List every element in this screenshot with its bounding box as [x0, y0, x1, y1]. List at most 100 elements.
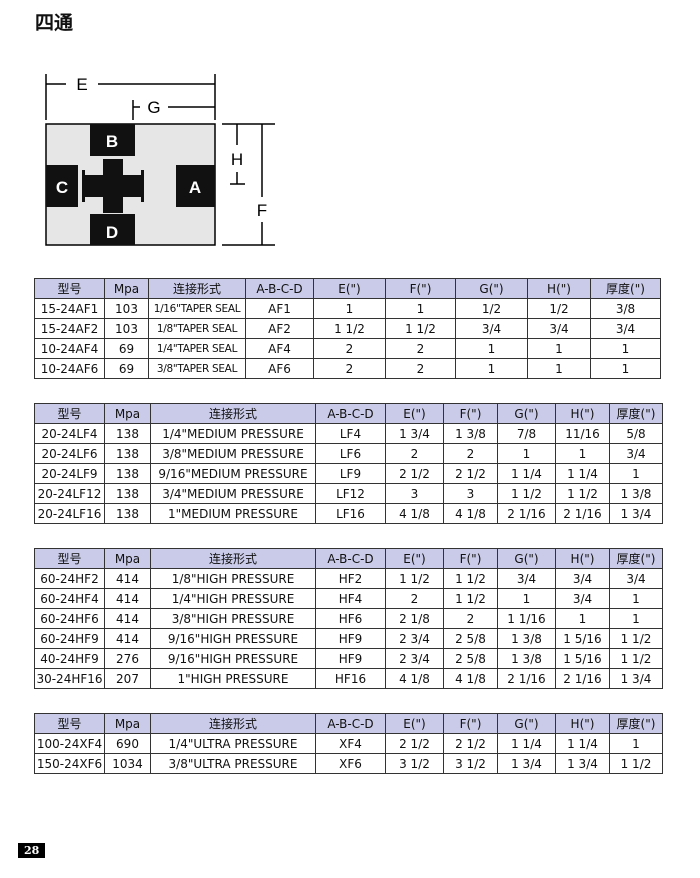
- table-cell: 276: [104, 648, 151, 669]
- table-cell: 1 3/4: [609, 503, 663, 524]
- table-cell: 3/4: [497, 568, 556, 589]
- column-header: Mpa: [104, 278, 149, 299]
- table-row: 150-24XF6 1034 3/8"ULTRA PRESSURE XF6 3 1/2 3…: [34, 753, 663, 774]
- column-header: 型号: [34, 278, 105, 299]
- table-cell: 1 3/4: [609, 668, 663, 689]
- table-cell: 1"HIGH PRESSURE: [150, 668, 316, 689]
- table-cell: 150-24XF6: [34, 753, 105, 774]
- table-cell: 3 1/2: [385, 753, 444, 774]
- column-header: Mpa: [104, 403, 151, 424]
- table-cell: 3: [443, 483, 498, 504]
- table-cell: 1 1/2: [385, 318, 456, 339]
- table-header-row: 型号 Mpa 连接形式 A-B-C-D E(") F(") G(") H(") 厚度("): [34, 713, 663, 734]
- table-cell: AF4: [245, 338, 314, 359]
- table-cell: 1 1/2: [609, 648, 663, 669]
- table-cell: 1: [497, 588, 556, 609]
- page-number: 28: [18, 843, 46, 858]
- table-cell: 20-24LF12: [34, 483, 105, 504]
- table-cell: 9/16"HIGH PRESSURE: [150, 628, 316, 649]
- column-header: F("): [385, 278, 456, 299]
- table-cell: 138: [104, 443, 151, 464]
- table-cell: 2 5/8: [443, 628, 498, 649]
- table-cell: XF4: [315, 733, 386, 754]
- table-cell: 2: [385, 358, 456, 379]
- table-cell: HF2: [315, 568, 386, 589]
- column-header: 连接形式: [148, 278, 246, 299]
- column-header: A-B-C-D: [315, 713, 386, 734]
- table-row: 20-24LF9 138 9/16"MEDIUM PRESSURE LF9 2 1/2 2…: [34, 463, 663, 484]
- table-cell: 2 5/8: [443, 648, 498, 669]
- table-row: 20-24LF12 138 3/4"MEDIUM PRESSURE LF12 3 3 1 1…: [34, 483, 663, 504]
- table-cell: 1 1/2: [555, 483, 610, 504]
- column-header: A-B-C-D: [245, 278, 314, 299]
- table-cell: 69: [104, 338, 149, 359]
- table-cell: 1/2: [527, 298, 591, 319]
- table-cell: 1 1/2: [609, 753, 663, 774]
- table-cell: 2: [313, 338, 386, 359]
- table-cell: 3/4: [455, 318, 528, 339]
- table-cell: 138: [104, 503, 151, 524]
- table-header-row: 型号 Mpa 连接形式 A-B-C-D E(") F(") G(") H(") 厚度("): [34, 548, 663, 569]
- column-header: Mpa: [104, 548, 151, 569]
- table-cell: 1: [455, 338, 528, 359]
- dimension-label-h: H: [231, 150, 243, 169]
- column-header: 连接形式: [150, 403, 316, 424]
- table-cell: 2: [385, 443, 444, 464]
- table-cell: 20-24LF6: [34, 443, 105, 464]
- table-cell: 3/4: [555, 588, 610, 609]
- table-cell: 2: [443, 443, 498, 464]
- column-header: 型号: [34, 548, 105, 569]
- table-cell: AF2: [245, 318, 314, 339]
- table-cell: 414: [104, 588, 151, 609]
- table-cell: 1/4"ULTRA PRESSURE: [150, 733, 316, 754]
- table-cell: 1 3/8: [443, 423, 498, 444]
- table-cell: 2: [313, 358, 386, 379]
- column-header: F("): [443, 713, 498, 734]
- table-cell: 10-24AF4: [34, 338, 105, 359]
- table-cell: 60-24HF9: [34, 628, 105, 649]
- table-cell: 138: [104, 463, 151, 484]
- table-cell: 1/4"TAPER SEAL: [148, 338, 246, 359]
- table-cell: 1: [385, 298, 456, 319]
- table-cell: 1 3/8: [497, 628, 556, 649]
- table-cell: 1: [497, 443, 556, 464]
- table-cell: 2 1/2: [443, 733, 498, 754]
- table-cell: 1034: [104, 753, 151, 774]
- table-cell: 1 3/8: [497, 648, 556, 669]
- table-cell: 414: [104, 608, 151, 629]
- table-cell: 3/8"HIGH PRESSURE: [150, 608, 316, 629]
- table-cell: 1"MEDIUM PRESSURE: [150, 503, 316, 524]
- table-cell: 3: [385, 483, 444, 504]
- column-header: 厚度("): [609, 713, 663, 734]
- table-cell: 15-24AF1: [34, 298, 105, 319]
- port-label-d: D: [106, 223, 118, 242]
- table-header-row: 型号 Mpa 连接形式 A-B-C-D E(") F(") G(") H(") 厚度("): [34, 278, 661, 299]
- table-row: 15-24AF2 103 1/8"TAPER SEAL AF2 1 1/2 1 1/2 3/…: [34, 318, 661, 339]
- column-header: 厚度("): [609, 548, 663, 569]
- table-cell: 1 1/2: [385, 568, 444, 589]
- table-cell: 1 1/2: [443, 568, 498, 589]
- table-cell: 1 5/16: [555, 628, 610, 649]
- table-cell: 207: [104, 668, 151, 689]
- table-cell: 9/16"MEDIUM PRESSURE: [150, 463, 316, 484]
- table-cell: 138: [104, 483, 151, 504]
- table-cell: 11/16: [555, 423, 610, 444]
- table-cell: 1: [590, 358, 661, 379]
- table-cell: 3/4: [609, 568, 663, 589]
- table-cell: LF16: [315, 503, 386, 524]
- table-cell: 414: [104, 568, 151, 589]
- table-cell: 2 3/4: [385, 648, 444, 669]
- table-cell: 1 3/4: [497, 753, 556, 774]
- table-cell: 103: [104, 298, 149, 319]
- spec-table-4: 型号 Mpa 连接形式 A-B-C-D E(") F(") G(") H(") 厚度(") 100…: [34, 713, 663, 774]
- table-cell: 4 1/8: [443, 503, 498, 524]
- table-cell: HF4: [315, 588, 386, 609]
- table-cell: 1/4"MEDIUM PRESSURE: [150, 423, 316, 444]
- table-row: 10-24AF4 69 1/4"TAPER SEAL AF4 2 2 1 1 1: [34, 338, 661, 359]
- table-cell: 1 1/2: [609, 628, 663, 649]
- column-header: F("): [443, 403, 498, 424]
- column-header: A-B-C-D: [315, 548, 386, 569]
- table-row: 40-24HF9 276 9/16"HIGH PRESSURE HF9 2 3/4 2 5…: [34, 648, 663, 669]
- column-header: H("): [527, 278, 591, 299]
- table-row: 100-24XF4 690 1/4"ULTRA PRESSURE XF4 2 1/2 2 …: [34, 733, 663, 754]
